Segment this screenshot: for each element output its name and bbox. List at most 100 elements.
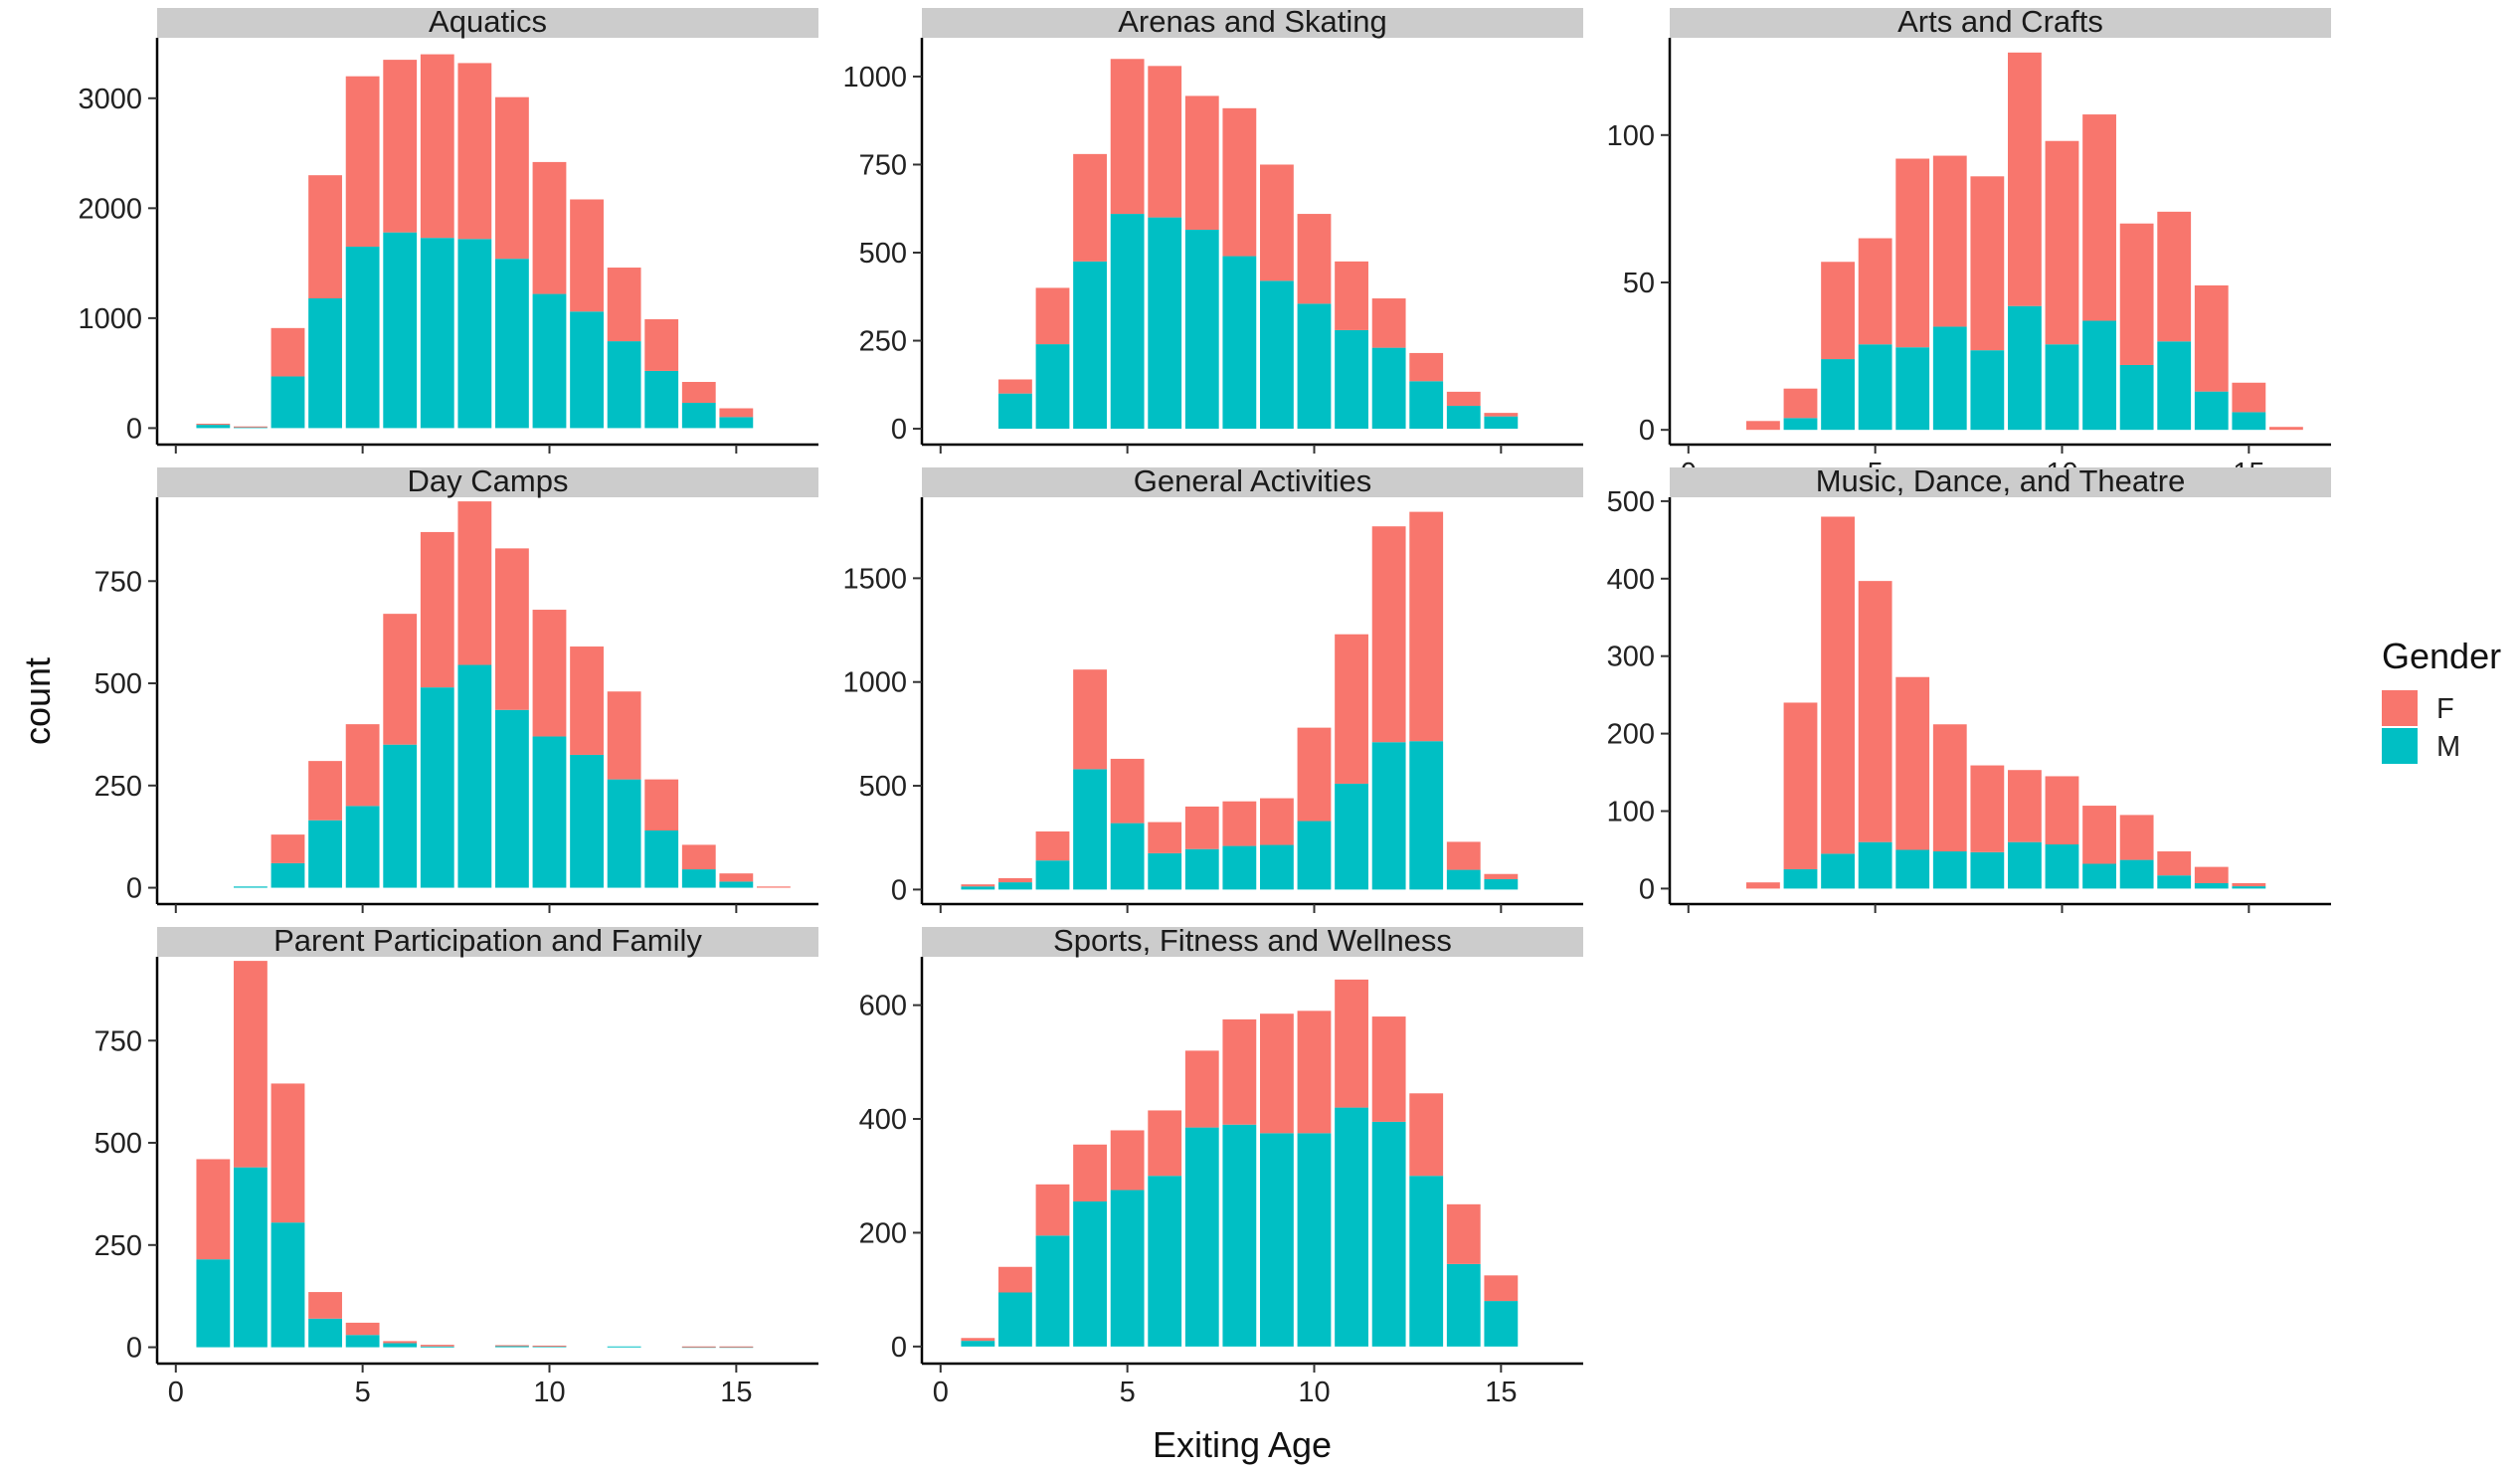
bar-segment-m (1895, 347, 1930, 431)
panel-strip (157, 8, 818, 38)
bar-segment-m (1260, 280, 1294, 430)
legend-swatch-f (2382, 690, 2418, 726)
bar-segment-m (2008, 841, 2042, 889)
panel-title: Sports, Fitness and Wellness (1053, 923, 1452, 958)
bar-segment-m (681, 869, 716, 888)
bar-segment-m (1821, 359, 1855, 431)
bar-segment-m (2194, 882, 2229, 889)
bar-segment-f (1970, 176, 2005, 351)
bar-segment-m (2082, 863, 2116, 889)
bar-segment-m (2232, 886, 2266, 889)
bar-segment-f (308, 175, 342, 298)
bar-segment-f (1110, 1130, 1145, 1191)
y-tick-label: 750 (94, 566, 142, 598)
bar-segment-m (961, 1341, 995, 1347)
bar-segment-m (345, 806, 380, 888)
bar-segment-m (719, 881, 754, 888)
bar-segment-f (457, 501, 492, 665)
bar-segment-f (1858, 581, 1892, 842)
bar-segment-m (681, 402, 716, 429)
bar-segment-m (1297, 303, 1332, 430)
bar-segment-m (196, 1259, 231, 1348)
bar-segment-m (1371, 742, 1406, 890)
bar-segment-f (2082, 806, 2116, 864)
bar-segment-m (607, 779, 641, 888)
panel-title: General Activities (1134, 463, 1372, 498)
bar-segment-f (1073, 669, 1107, 770)
bar-segment-m (1858, 344, 1892, 431)
x-tick-label: 0 (168, 1377, 184, 1408)
y-tick-label: 500 (94, 1128, 142, 1160)
y-tick-label: 250 (94, 771, 142, 803)
bar-segment-f (495, 1345, 529, 1347)
y-tick-label: 2000 (78, 193, 142, 225)
bar-segment-m (607, 1346, 641, 1348)
bars (196, 961, 754, 1349)
panel-strip (922, 467, 1583, 497)
bar-segment-f (420, 1345, 454, 1347)
bars (998, 59, 1519, 430)
bar-segment-m (2082, 320, 2116, 431)
bar-segment-f (1371, 526, 1406, 743)
bar-segment-f (1746, 421, 1780, 431)
bar-segment-f (1932, 724, 1967, 852)
bar-segment-f (719, 873, 754, 882)
bar-segment-f (495, 96, 529, 260)
bar-segment-f (532, 610, 567, 737)
panel: General Activities 0 500 1000 1500 (842, 463, 1583, 913)
x-axis-title: Exiting Age (1153, 1424, 1332, 1465)
bar-segment-m (234, 886, 268, 888)
bar-segment-f (2194, 284, 2229, 392)
bar-segment-f (1484, 1275, 1519, 1302)
bar-segment-f (2045, 776, 2079, 845)
bar-segment-m (495, 259, 529, 429)
legend-swatch-m (2382, 728, 2418, 764)
panel: Music, Dance, and Theatre 0 100 200 300 400 50… (1607, 463, 2331, 913)
bar-segment-f (270, 327, 305, 377)
bar-segment-m (308, 1318, 342, 1348)
x-tick-label: 10 (1298, 1377, 1330, 1408)
bar-segment-f (1035, 830, 1070, 861)
bar-segment-f (270, 834, 305, 863)
bar-segment-m (1446, 869, 1481, 890)
bar-segment-m (383, 1343, 418, 1348)
y-tick-label: 100 (1607, 797, 1655, 828)
x-tick-label: 0 (933, 1377, 949, 1408)
panel-title: Aquatics (429, 4, 547, 39)
bar-segment-f (2269, 427, 2303, 431)
bar-segment-f (420, 54, 454, 239)
bar-segment-m (1035, 344, 1070, 430)
bar-segment-f (1821, 516, 1855, 854)
bar-segment-f (1932, 155, 1967, 327)
bar-segment-m (532, 293, 567, 429)
bar-segment-f (308, 761, 342, 821)
bar-segment-m (1110, 214, 1145, 430)
y-tick-label: 1500 (842, 563, 907, 595)
bar-segment-m (998, 882, 1032, 890)
y-tick-label: 100 (1607, 120, 1655, 152)
panel-title: Day Camps (408, 463, 569, 498)
panel-title: Parent Participation and Family (273, 923, 702, 958)
bar-segment-f (270, 1083, 305, 1223)
bar-segment-f (1148, 66, 1182, 218)
bar-segment-m (1260, 1133, 1294, 1347)
bar-segment-m (1446, 406, 1481, 430)
x-tick-label: 15 (720, 1377, 752, 1408)
bar-segment-m (420, 1346, 454, 1348)
bar-segment-m (308, 820, 342, 888)
bar-segment-f (2232, 882, 2266, 887)
bar-segment-f (1821, 262, 1855, 360)
bar-segment-m (1783, 418, 1818, 431)
bar-segment-f (1222, 107, 1257, 257)
bar-segment-f (2082, 114, 2116, 321)
y-tick-label: 500 (859, 238, 907, 270)
panel: Sports, Fitness and Wellness 0 200 400 600 0 5… (859, 923, 1583, 1408)
bar-segment-m (1110, 823, 1145, 890)
bar-segment-f (1035, 287, 1070, 345)
y-tick-label: 1000 (842, 62, 907, 93)
y-tick-label: 200 (1607, 719, 1655, 751)
bar-segment-m (1035, 1235, 1070, 1347)
panel: Aquatics 0 1000 2000 3000 (78, 4, 818, 454)
bars (1746, 516, 2266, 889)
